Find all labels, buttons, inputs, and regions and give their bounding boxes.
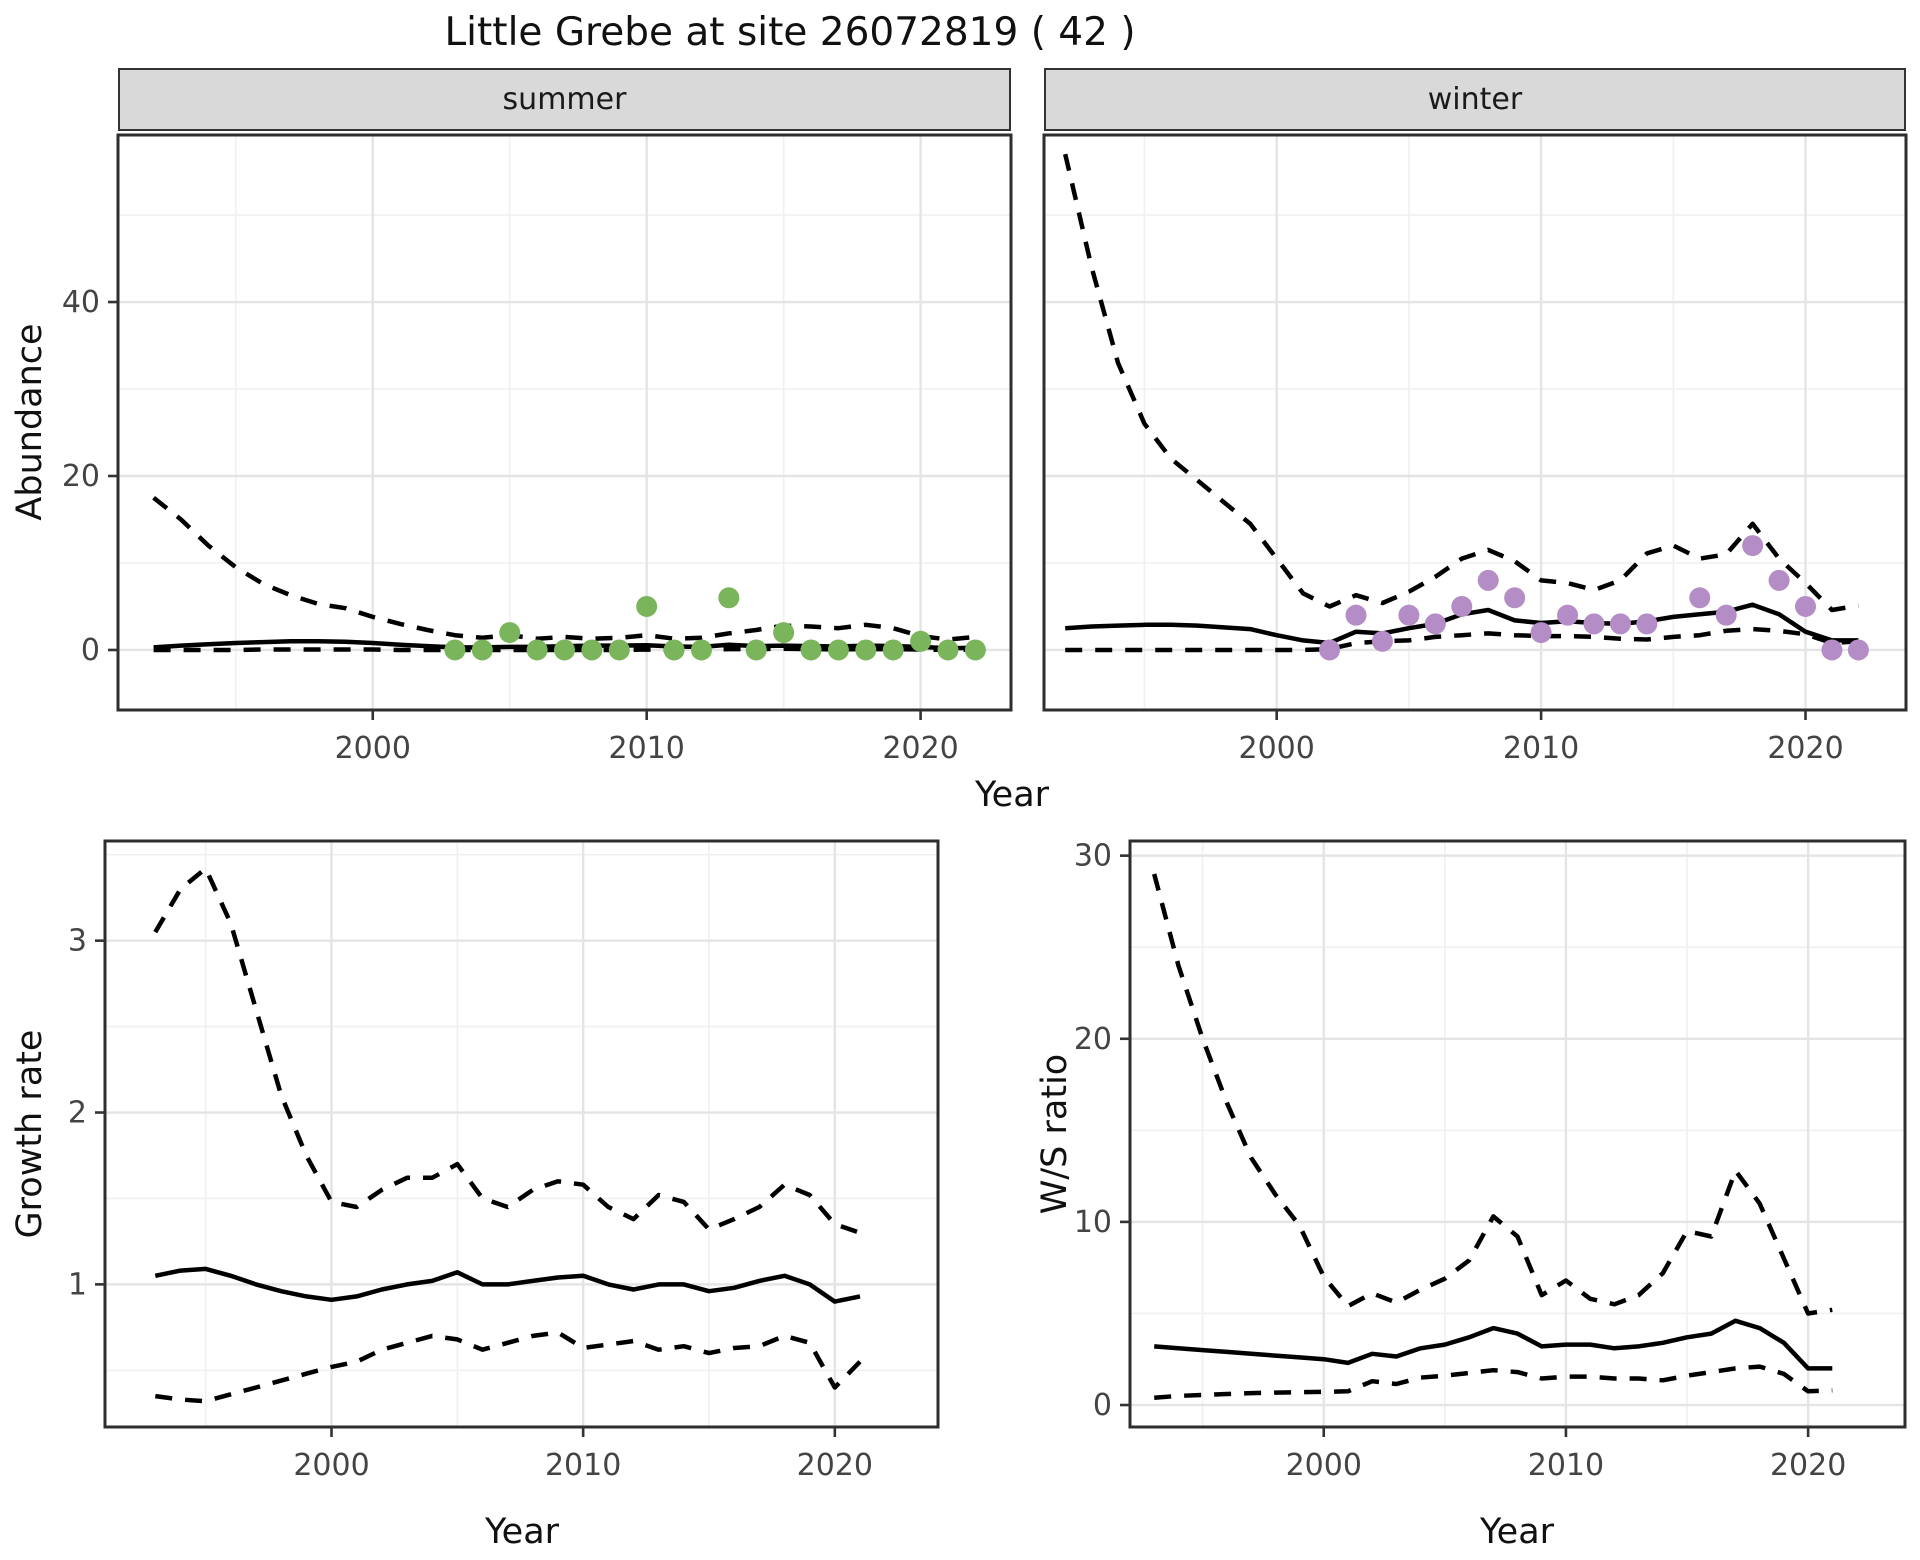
- y-tick-label: 1: [68, 1267, 87, 1302]
- panel-abundance-winter: 2000 2010 2020: [1042, 133, 1908, 766]
- observation-point: [855, 639, 877, 661]
- x-tick-label: 2010: [1528, 1448, 1604, 1483]
- facet-label-summer: summer: [502, 82, 627, 117]
- observation-point: [882, 639, 904, 661]
- observation-point: [1371, 630, 1393, 652]
- x-tick-label: 2000: [293, 1448, 369, 1483]
- panel-ws-ratio: 2000 2010 2020 0 10 20 30: [1074, 839, 1907, 1483]
- observation-point: [1795, 595, 1817, 617]
- observation-point: [1742, 535, 1764, 557]
- observation-point: [1451, 595, 1473, 617]
- panel-abundance-summer: 2000 2010 2020 0 20 40: [62, 133, 1013, 766]
- observation-point: [1530, 622, 1552, 644]
- observation-point: [1715, 604, 1737, 626]
- y-axis-title-abundance: Abundance: [10, 323, 50, 521]
- y-tick-label: 0: [81, 633, 100, 668]
- x-tick-label: 2010: [1503, 731, 1579, 766]
- chart-title: Little Grebe at site 26072819 ( 42 ): [444, 10, 1136, 55]
- x-tick-label: 2020: [1770, 1448, 1846, 1483]
- y-tick-label: 2: [68, 1096, 87, 1131]
- panel-border: [116, 133, 1013, 712]
- observation-point: [581, 639, 603, 661]
- observation-point: [1319, 639, 1341, 661]
- y-tick-label: 20: [62, 459, 100, 494]
- x-axis-title-year-bottom-left: Year: [484, 1512, 560, 1552]
- panel-background: [118, 135, 1011, 710]
- x-axis-title-year-bottom-right: Year: [1479, 1512, 1555, 1552]
- observation-point: [1477, 569, 1499, 591]
- observation-point: [499, 622, 521, 644]
- facet-label-winter: winter: [1427, 82, 1523, 117]
- ci-ci_upper-line: [153, 866, 861, 1235]
- observation-point: [526, 639, 548, 661]
- facet-strip-summer: summer: [118, 68, 1011, 131]
- observation-point: [773, 622, 795, 644]
- observation-point: [636, 595, 658, 617]
- x-tick-label: 2000: [335, 731, 411, 766]
- observation-point: [1609, 613, 1631, 635]
- y-tick-label: 20: [1074, 1022, 1112, 1057]
- observation-point: [608, 639, 630, 661]
- observation-point: [1583, 613, 1605, 635]
- observation-point: [1768, 569, 1790, 591]
- x-axis-title-year-top: Year: [974, 775, 1050, 815]
- observation-point: [554, 639, 575, 661]
- mean-line: [154, 1266, 861, 1304]
- ci-ci_lower-line: [154, 1330, 862, 1404]
- y-tick-label: 30: [1074, 839, 1112, 874]
- observation-point: [910, 630, 932, 652]
- x-tick-label: 2020: [882, 731, 958, 766]
- x-tick-label: 2000: [1239, 731, 1315, 766]
- observation-point: [1847, 639, 1869, 661]
- observation-point: [1504, 587, 1526, 609]
- observation-point: [1398, 604, 1420, 626]
- mean-line: [1154, 1318, 1833, 1371]
- observation-point: [745, 639, 767, 661]
- observation-point: [1424, 613, 1446, 635]
- ci-ci_upper-line: [152, 495, 976, 642]
- observation-point: [663, 639, 685, 661]
- panel-background: [105, 841, 938, 1427]
- y-tick-label: 10: [1074, 1205, 1112, 1240]
- observation-point: [1821, 639, 1843, 661]
- observation-point: [1689, 587, 1711, 609]
- panel-growth-rate: 2000 2010 2020 1 2 3: [68, 839, 940, 1483]
- x-tick-label: 2010: [608, 731, 684, 766]
- x-tick-label: 2010: [545, 1448, 621, 1483]
- observation-point: [1345, 604, 1367, 626]
- observation-point: [964, 639, 986, 661]
- y-tick-label: 40: [62, 285, 100, 320]
- x-tick-label: 2020: [797, 1448, 873, 1483]
- y-axis-title-growth-rate: Growth rate: [10, 1029, 50, 1239]
- facet-strip-winter: winter: [1044, 68, 1906, 131]
- observation-point: [1636, 613, 1658, 635]
- panel-border: [1128, 839, 1907, 1429]
- x-tick-label: 2000: [1286, 1448, 1362, 1483]
- panel-border: [103, 839, 940, 1429]
- observation-point: [1557, 604, 1579, 626]
- y-tick-label: 3: [68, 924, 87, 959]
- observation-point: [800, 639, 822, 661]
- ci-ci_upper-line: [1152, 873, 1833, 1316]
- observation-point: [690, 639, 712, 661]
- x-tick-label: 2020: [1767, 731, 1843, 766]
- observation-point: [937, 639, 959, 661]
- panel-background: [1130, 841, 1905, 1427]
- panel-border: [1042, 133, 1908, 712]
- observation-point: [718, 587, 740, 609]
- ci-ci_lower-line: [1154, 1364, 1833, 1400]
- observation-point: [444, 639, 466, 661]
- observation-point: [471, 639, 493, 661]
- ci-ci_upper-line: [1063, 153, 1859, 613]
- observation-point: [827, 639, 849, 661]
- y-tick-label: 0: [1093, 1388, 1112, 1423]
- y-axis-title-ws-ratio: W/S ratio: [1035, 1053, 1075, 1215]
- ci-ci_lower-line: [1065, 626, 1859, 653]
